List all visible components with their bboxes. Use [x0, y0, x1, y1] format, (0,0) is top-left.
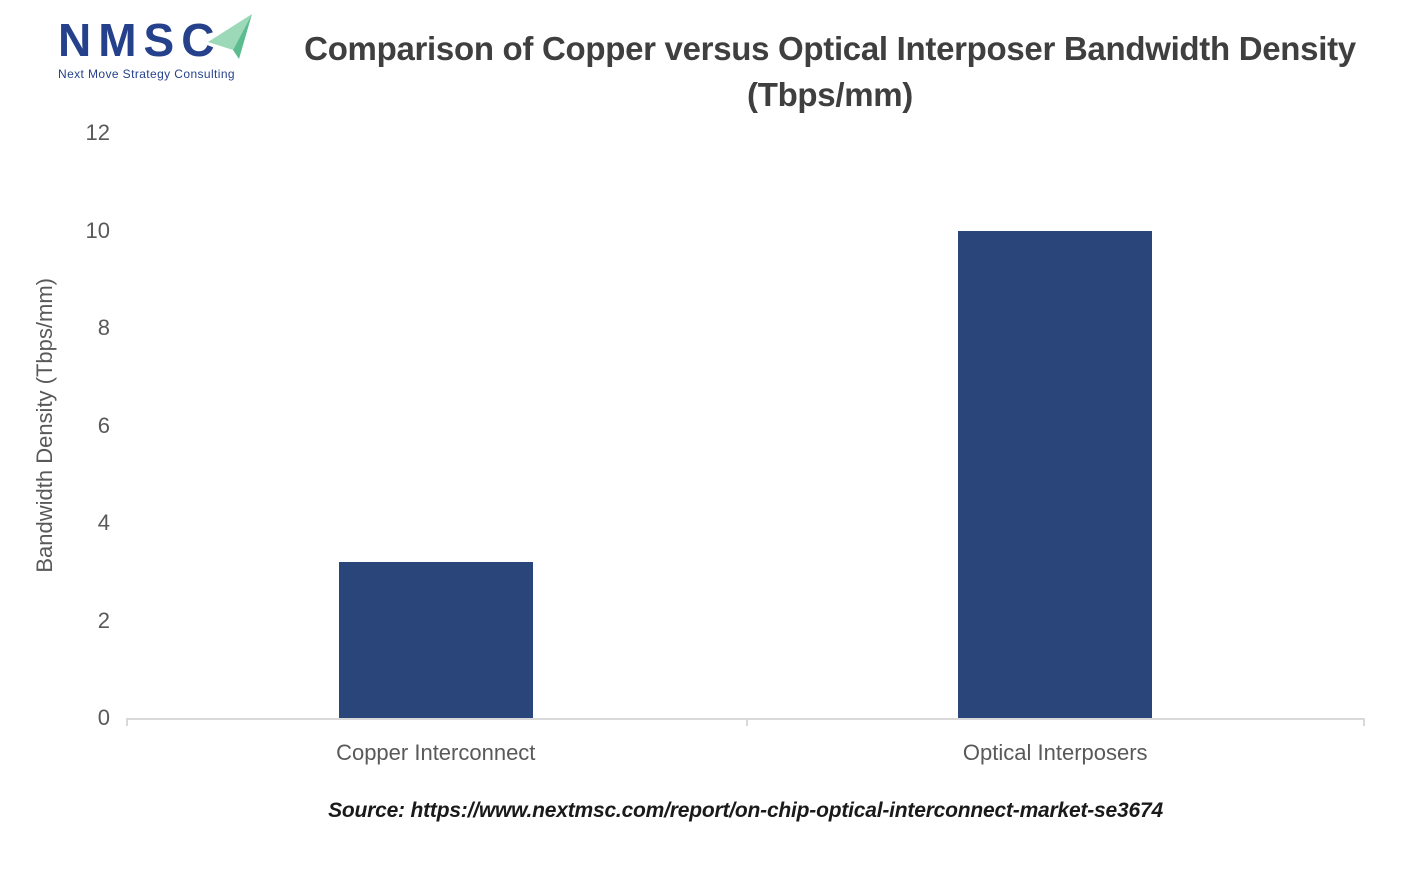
category-label: Copper Interconnect [336, 740, 536, 765]
logo-tagline-text: Next Move Strategy Consulting [58, 67, 236, 81]
logo-arrow-icon [208, 14, 252, 59]
chart-title: Comparison of Copper versus Optical Inte… [240, 26, 1420, 118]
nmsc-logo: NMSC Next Move Strategy Consulting [58, 14, 268, 106]
category-label: Optical Interposers [962, 740, 1148, 765]
bar-optical-interposers [958, 230, 1153, 718]
axis-tick-mark [1363, 718, 1365, 726]
source-citation: Source: https://www.nextmsc.com/report/o… [328, 799, 1163, 822]
y-tick-label: 8 [97, 315, 110, 340]
y-tick-label: 2 [97, 607, 110, 633]
plot-area: 0 2 4 6 8 10 12 Copper Interconnect Optical Inte… [86, 120, 1365, 765]
y-tick-label: 12 [85, 120, 110, 145]
logo-acronym-text: NMSC [58, 14, 222, 66]
bar-copper-interconnect [338, 562, 533, 718]
y-tick-label: 6 [97, 412, 110, 438]
y-axis-title-text: Bandwidth Density (Tbps/mm) [32, 278, 57, 573]
y-tick-label: 10 [85, 217, 110, 243]
chart-title-line2: (Tbps/mm) [747, 76, 913, 113]
y-tick-label: 0 [97, 705, 110, 730]
axis-tick-mark [745, 718, 748, 726]
y-tick-label: 4 [97, 510, 110, 535]
chart-title-line1: Comparison of Copper versus Optical Inte… [304, 30, 1356, 67]
axis-tick-mark [126, 718, 128, 726]
